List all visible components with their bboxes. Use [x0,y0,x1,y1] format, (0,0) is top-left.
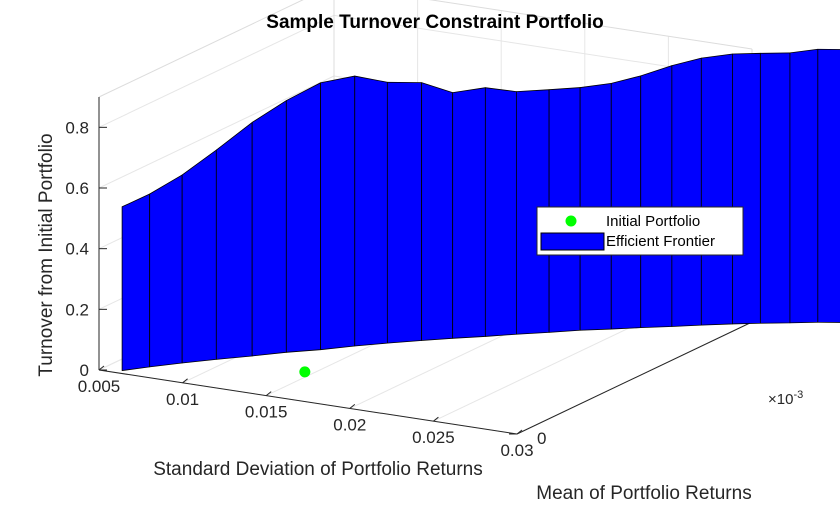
z-axis-label: Turnover from Initial Portfolio [36,133,57,376]
surface-patch [386,81,423,344]
grid-line-z-sidewall [98,14,335,128]
grid-line-z-sidewall [98,75,335,189]
x-axis-line [98,369,518,435]
x-tick-label: 0.02 [333,415,366,434]
surface-patch [354,75,388,347]
box-edge [428,0,753,50]
x-tick-mark [182,378,188,384]
y-tick-label: 0 [537,429,546,448]
surface-patch [732,52,761,325]
surface-patch [671,57,702,327]
z-tick-label: 0.6 [65,179,89,198]
surface-patch [181,149,217,364]
y-axis-exponent-base: ×10 [768,391,793,408]
efficient-frontier-surface [121,48,840,371]
x-tick-label: 0.01 [166,390,199,409]
surface-patch [285,82,321,353]
surface-patch [759,52,791,324]
y-axis-label: Mean of Portfolio Returns [536,483,751,504]
surface-patch [320,75,356,351]
surface-patch [817,48,840,323]
surface-patch [149,174,183,368]
surface-patch [640,65,673,329]
y-axis-exponent: ×10-3 [768,389,803,408]
surface-patch [121,193,151,371]
chart-title: Sample Turnover Constraint Portfolio [266,12,603,33]
x-tick-label: 0.025 [412,428,455,447]
x-tick-mark [349,404,356,409]
x-tick-mark [98,365,105,371]
surface-patch [700,53,733,326]
legend-efficient-frontier-swatch [540,232,605,251]
legend: Initial Portfolio Efficient Frontier [536,206,744,256]
surface-patch [789,48,819,324]
y-axis-exponent-power: -3 [793,389,803,401]
initial-portfolio-markers [299,366,311,378]
x-tick-mark [516,429,523,435]
legend-initial-portfolio-marker [565,215,577,227]
legend-initial-portfolio-label: Initial Portfolio [606,213,700,230]
legend-efficient-frontier-label: Efficient Frontier [606,233,715,250]
y-axis-line [516,321,753,435]
surface-patch [452,87,486,339]
surface-patch [484,87,517,337]
z-tick-label: 0.8 [65,118,89,137]
x-tick-label: 0.03 [500,441,533,460]
surface-patch [215,121,253,360]
x-tick-mark [433,416,439,422]
surface-patch [251,100,287,357]
surface-patch [421,82,454,341]
x-tick-label: 0.005 [78,377,121,396]
tick-labels: 0.0050.010.0150.020.0250.0300.511.500.20… [65,118,546,460]
x-axis-label: Standard Deviation of Portfolio Returns [153,459,483,480]
z-tick-label: 0.4 [65,240,89,259]
surface-patch [610,75,642,330]
initial-portfolio-marker [299,366,311,378]
x-tick-mark [265,391,272,396]
z-tick-label: 0.2 [65,300,89,319]
x-tick-label: 0.015 [245,403,288,422]
z-tick-label: 0 [80,361,89,380]
box-edge [98,0,304,98]
